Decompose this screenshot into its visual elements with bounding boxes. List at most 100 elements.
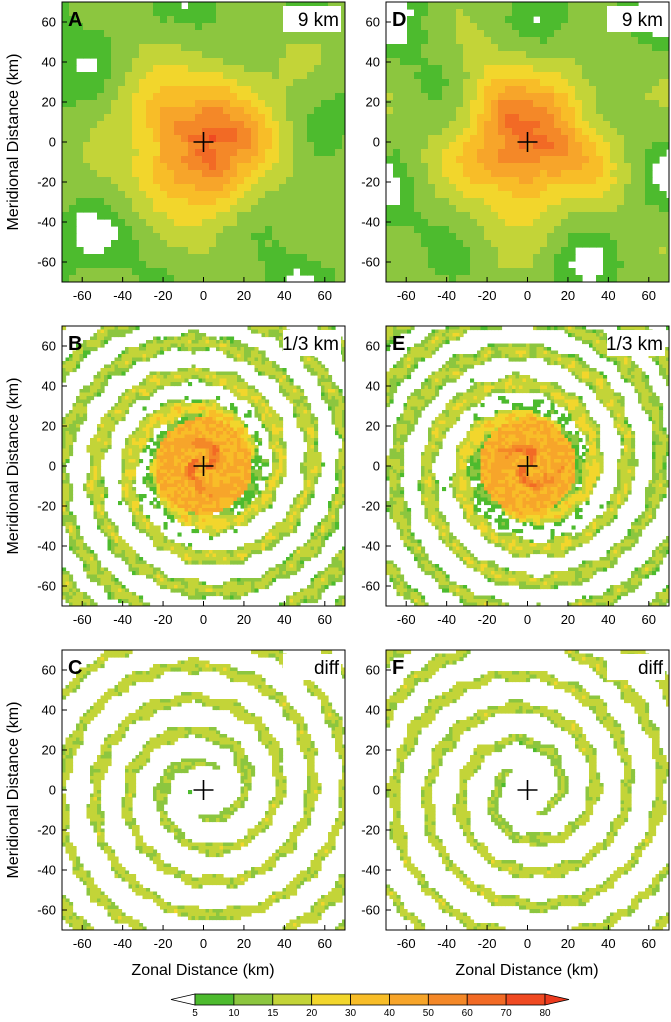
y-tick-label: -40 [361, 539, 380, 554]
y-tick-label: 60 [42, 663, 56, 678]
colorbar-segment [273, 994, 312, 1005]
y-axis-label-row-1: Meridional Distance (km) [5, 54, 22, 231]
x-tick-label: 60 [642, 936, 656, 951]
y-tick-label: -20 [37, 499, 56, 514]
y-tick-label: -60 [37, 579, 56, 594]
y-tick-label: -20 [361, 175, 380, 190]
x-tick-label: -60 [73, 936, 92, 951]
y-tick-label: 60 [42, 15, 56, 30]
panel-letter: E [392, 333, 405, 355]
panel-resolution-label: diff [638, 658, 664, 679]
y-tick-label: -40 [37, 215, 56, 230]
x-tick-label: 40 [277, 612, 291, 627]
x-tick-label: -40 [113, 936, 132, 951]
colorbar-segment [506, 994, 545, 1005]
x-tick-label: -40 [437, 288, 456, 303]
colorbar-tick-label: 10 [228, 1008, 240, 1017]
x-tick-label: -60 [397, 936, 416, 951]
colorbar-tick-label: 20 [306, 1008, 318, 1017]
colorbar-tick-label: 40 [384, 1008, 396, 1017]
x-tick-label: 20 [237, 936, 251, 951]
x-tick-label: 40 [601, 288, 615, 303]
colorbar-high-arrow [545, 994, 569, 1005]
y-tick-label: -60 [361, 903, 380, 918]
x-tick-label: 40 [277, 936, 291, 951]
panel-resolution-label: 9 km [622, 10, 663, 31]
panels-layer: -60 -40 -20 0 20 40 60 -60 -40 -20 0 20 40 60 A 9 km -60… [37, 2, 671, 951]
y-tick-label: 0 [49, 459, 56, 474]
x-tick-label: 0 [200, 288, 207, 303]
y-tick-label: -60 [361, 579, 380, 594]
colorbar-tick-label: 70 [501, 1008, 513, 1017]
panel-letter: C [68, 657, 82, 679]
x-tick-label: 0 [524, 936, 531, 951]
x-tick-label: -20 [154, 288, 173, 303]
y-tick-label: -40 [361, 863, 380, 878]
y-tick-label: 0 [373, 783, 380, 798]
colorbar-segment [428, 994, 467, 1005]
panel-letter: B [68, 333, 82, 355]
x-axis-label-right: Zonal Distance (km) [455, 962, 598, 979]
y-tick-label: 60 [366, 15, 380, 30]
colorbar-tick-label: 80 [539, 1008, 551, 1017]
y-tick-label: -40 [37, 863, 56, 878]
colorbar-tick-label: 5 [192, 1008, 198, 1017]
x-tick-label: 20 [561, 936, 575, 951]
y-tick-label: 20 [42, 95, 56, 110]
x-tick-label: 20 [237, 612, 251, 627]
x-tick-label: 0 [524, 288, 531, 303]
panel-letter: A [68, 9, 82, 31]
y-tick-label: 60 [42, 339, 56, 354]
x-tick-label: 0 [524, 612, 531, 627]
y-tick-label: 40 [42, 703, 56, 718]
x-tick-label: 60 [318, 936, 332, 951]
y-tick-label: 0 [373, 459, 380, 474]
x-tick-label: -20 [478, 612, 497, 627]
colorbar-segment [234, 994, 273, 1005]
x-tick-label: 40 [601, 612, 615, 627]
y-tick-label: 40 [366, 703, 380, 718]
y-tick-label: 20 [42, 743, 56, 758]
colorbar-tick-label: 15 [267, 1008, 279, 1017]
x-tick-label: -40 [113, 288, 132, 303]
x-tick-label: 0 [200, 612, 207, 627]
y-tick-label: -20 [361, 823, 380, 838]
colorbar-segment [195, 994, 234, 1005]
y-axis-label-row-2: Meridional Distance (km) [5, 378, 22, 555]
x-tick-label: -20 [478, 936, 497, 951]
y-tick-label: 60 [366, 339, 380, 354]
y-tick-label: 40 [42, 55, 56, 70]
colorbar-tick-label: 50 [423, 1008, 435, 1017]
colorbar-segment [467, 994, 506, 1005]
panel-letter: D [392, 9, 406, 31]
x-tick-label: 0 [200, 936, 207, 951]
x-tick-label: 60 [318, 612, 332, 627]
y-tick-label: 40 [366, 55, 380, 70]
y-tick-label: -60 [37, 903, 56, 918]
y-tick-label: 20 [366, 743, 380, 758]
y-tick-label: 0 [49, 783, 56, 798]
x-tick-label: -60 [397, 612, 416, 627]
colorbar-low-arrow [171, 994, 195, 1005]
x-axis-label-left: Zonal Distance (km) [131, 962, 274, 979]
colorbar-segment [389, 994, 428, 1005]
x-tick-label: 60 [642, 612, 656, 627]
colorbar-tick-label: 30 [345, 1008, 357, 1017]
panel-letter: F [392, 657, 404, 679]
y-tick-label: 40 [42, 379, 56, 394]
y-tick-label: -20 [37, 175, 56, 190]
y-tick-label: 20 [366, 95, 380, 110]
y-tick-label: 0 [49, 135, 56, 150]
x-tick-label: 40 [601, 936, 615, 951]
y-tick-label: -60 [37, 255, 56, 270]
x-tick-label: -20 [478, 288, 497, 303]
y-tick-label: 20 [366, 419, 380, 434]
y-tick-label: 40 [366, 379, 380, 394]
